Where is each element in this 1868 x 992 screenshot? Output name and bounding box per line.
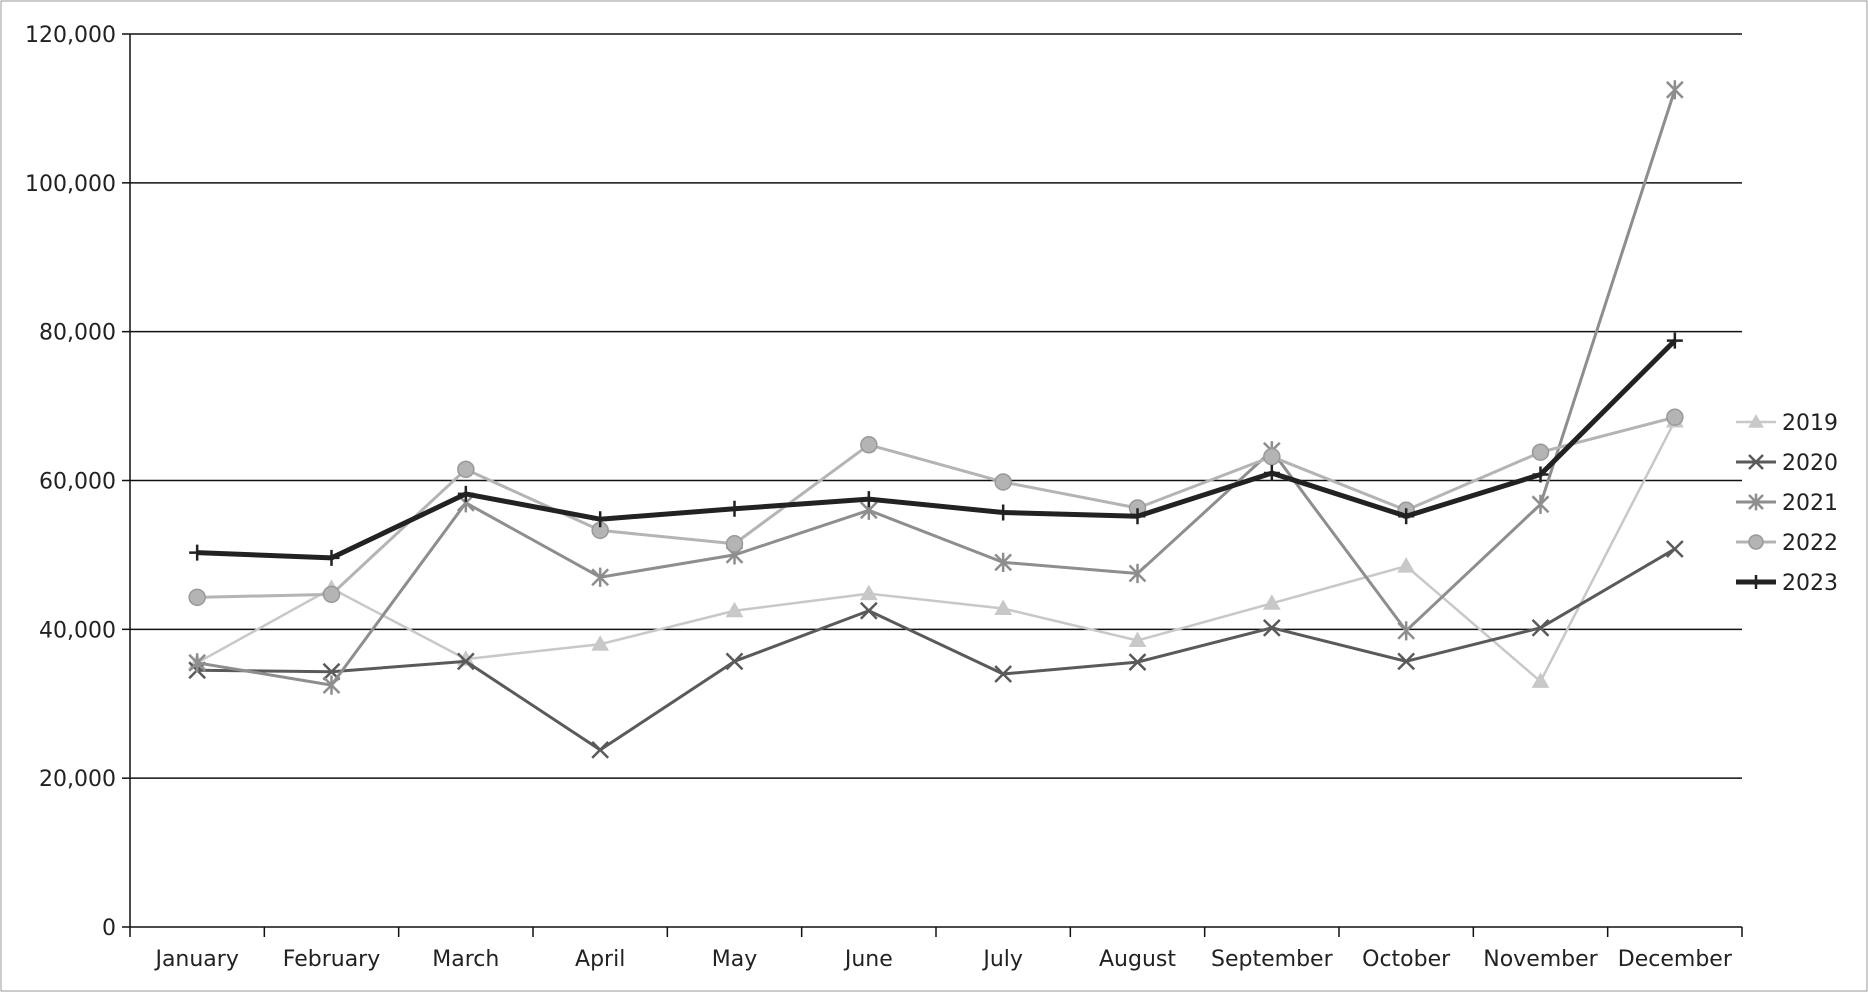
data-point-marker xyxy=(725,652,744,671)
y-tick-label: 100,000 xyxy=(25,172,116,197)
data-point-marker xyxy=(189,544,206,561)
data-point-marker xyxy=(1128,631,1147,647)
x-tick-label: May xyxy=(712,947,757,972)
data-point-marker xyxy=(1531,618,1550,637)
y-tick-label: 0 xyxy=(102,916,116,941)
data-point-marker xyxy=(994,473,1012,491)
data-point-marker xyxy=(1748,413,1764,428)
x-tick-label: October xyxy=(1362,947,1451,972)
x-tick-label: September xyxy=(1211,947,1334,972)
data-point-marker xyxy=(1531,494,1550,514)
data-point-marker xyxy=(1532,466,1549,483)
data-point-marker xyxy=(1263,465,1280,482)
data-point-marker xyxy=(995,504,1012,521)
data-point-marker xyxy=(1128,653,1147,671)
data-point-marker xyxy=(1748,534,1764,550)
legend: 2019 2020 2021 2022 2023 xyxy=(1736,411,1838,596)
series-line xyxy=(196,89,1677,687)
x-tick-label: February xyxy=(283,947,381,972)
data-point-marker xyxy=(1748,454,1764,470)
data-point-marker xyxy=(188,588,206,607)
x-tick-label: July xyxy=(981,947,1023,972)
data-point-marker xyxy=(1531,443,1550,461)
data-point-marker xyxy=(1665,540,1684,558)
data-point-marker xyxy=(725,601,744,618)
legend-label: 2020 xyxy=(1782,451,1838,476)
data-point-marker xyxy=(591,567,610,587)
y-tick-label: 20,000 xyxy=(39,767,116,792)
data-point-marker xyxy=(1129,508,1146,525)
x-tick-label: August xyxy=(1099,947,1176,972)
data-point-marker xyxy=(726,500,743,517)
y-tick-label: 120,000 xyxy=(25,23,116,48)
legend-item: 2021 xyxy=(1736,491,1838,516)
series-line xyxy=(197,547,1676,752)
data-point-marker xyxy=(591,741,610,759)
data-point-marker xyxy=(860,491,877,508)
x-tick-label: April xyxy=(575,947,625,972)
x-tick-label: December xyxy=(1618,947,1733,972)
data-point-marker xyxy=(591,635,610,651)
data-point-marker xyxy=(457,460,475,479)
data-point-marker xyxy=(1749,575,1763,589)
data-point-marker xyxy=(1128,563,1147,584)
data-point-marker xyxy=(1397,652,1416,671)
series-group xyxy=(188,80,1684,759)
legend-item: 2020 xyxy=(1736,451,1838,476)
x-tick-label: January xyxy=(153,947,238,972)
data-point-marker xyxy=(1397,557,1416,573)
data-point-marker xyxy=(592,511,609,528)
series-line xyxy=(196,420,1676,683)
y-tick-label: 40,000 xyxy=(39,618,116,643)
legend-label: 2021 xyxy=(1782,491,1838,516)
y-tick-label: 60,000 xyxy=(39,470,116,495)
series-line xyxy=(197,338,1677,561)
legend-item: 2023 xyxy=(1736,571,1838,596)
data-point-marker xyxy=(1665,80,1684,100)
data-point-marker xyxy=(1666,332,1683,349)
series-2023 xyxy=(189,332,1683,566)
data-point-marker xyxy=(859,584,878,601)
x-tick-label: November xyxy=(1483,947,1598,972)
data-point-marker xyxy=(457,485,474,502)
data-point-marker xyxy=(1748,493,1764,511)
data-point-marker xyxy=(1262,618,1281,637)
data-point-marker xyxy=(1397,621,1416,641)
gridlines xyxy=(130,33,1742,779)
data-point-marker xyxy=(1262,594,1281,610)
axes: 0 20,000 40,000 60,000 80,000 100,000 120,000 J… xyxy=(25,23,1743,972)
series-2020 xyxy=(188,540,1684,759)
legend-item: 2022 xyxy=(1736,531,1838,556)
data-point-marker xyxy=(860,436,878,454)
x-tick-label: March xyxy=(432,947,499,972)
data-point-marker xyxy=(323,549,340,566)
legend-label: 2023 xyxy=(1782,571,1838,596)
data-point-marker xyxy=(994,552,1013,572)
series-2022 xyxy=(188,408,1684,607)
legend-label: 2019 xyxy=(1782,411,1838,436)
data-point-marker xyxy=(188,653,207,673)
x-tick-label: June xyxy=(843,947,893,972)
data-point-marker xyxy=(456,652,475,671)
y-tick-label: 80,000 xyxy=(39,321,116,346)
data-point-marker xyxy=(322,675,341,695)
legend-label: 2022 xyxy=(1782,531,1838,556)
data-point-marker xyxy=(1531,672,1550,688)
legend-item: 2019 xyxy=(1736,411,1838,436)
data-point-marker xyxy=(1263,447,1281,466)
data-point-marker xyxy=(859,601,878,620)
data-point-marker xyxy=(322,585,341,604)
data-point-marker xyxy=(725,535,744,553)
data-point-marker xyxy=(994,599,1013,615)
data-point-marker xyxy=(1398,508,1415,525)
data-point-marker xyxy=(1666,408,1684,426)
series-line xyxy=(197,415,1676,599)
data-point-marker xyxy=(994,665,1013,683)
